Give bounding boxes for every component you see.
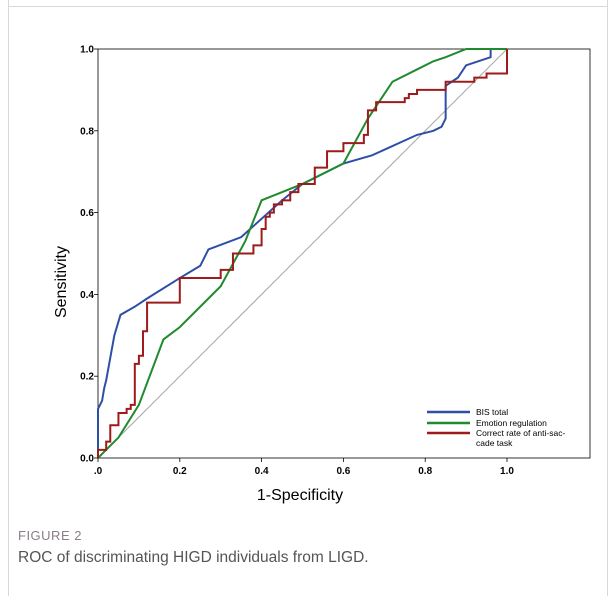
plot-area — [97, 48, 591, 459]
x-tick-label: 0.6 — [336, 466, 350, 477]
reference-diagonal — [97, 48, 508, 459]
roc-chart: .0 0.2 0.4 0.6 0.8 1.0 0.0 0.2 0.4 0.6 0.8 1.0 BIS … — [53, 45, 591, 504]
y-axis-title: Sensitivity — [53, 246, 70, 318]
axes: .0 0.2 0.4 0.6 0.8 1.0 0.0 0.2 0.4 0.6 0.8 1.0 — [80, 45, 514, 478]
y-tick-label: 0.6 — [80, 208, 94, 219]
figure-label: FIGURE 2 — [18, 528, 82, 543]
legend-label: Correct rate of anti-sac-cade task — [476, 428, 565, 448]
figure-frame — [8, 0, 608, 596]
y-tick-label: 1.0 — [80, 45, 94, 56]
y-tick-label: 0.4 — [80, 290, 94, 301]
x-tick-label: 0.2 — [173, 466, 187, 477]
series-line-emotion-regulation — [97, 48, 507, 459]
y-tick-label: 0.2 — [80, 372, 94, 383]
series-lines — [97, 48, 508, 459]
x-axis-title: 1-Specificity — [257, 487, 343, 504]
plot-frame — [97, 48, 591, 459]
series-line-correct-rate-of-anti-sac-cade-task — [97, 49, 508, 458]
x-tick-label: 0.8 — [418, 466, 432, 477]
x-tick-label: 1.0 — [500, 466, 514, 477]
y-tick-label: 0.8 — [80, 126, 94, 137]
legend-label: Emotion regulation — [476, 418, 547, 428]
x-tick-label: 0.4 — [255, 466, 269, 477]
y-tick-label: 0.0 — [80, 454, 94, 465]
figure-caption-text: ROC of discriminating HIGD individuals f… — [18, 549, 369, 566]
x-tick-label: .0 — [94, 466, 103, 477]
figure-top-border — [8, 6, 608, 7]
reference-diagonal-group — [97, 48, 508, 459]
legend-label: BIS total — [476, 407, 508, 417]
figure-caption: FIGURE 2 ROC of discriminating HIGD indi… — [18, 528, 598, 567]
